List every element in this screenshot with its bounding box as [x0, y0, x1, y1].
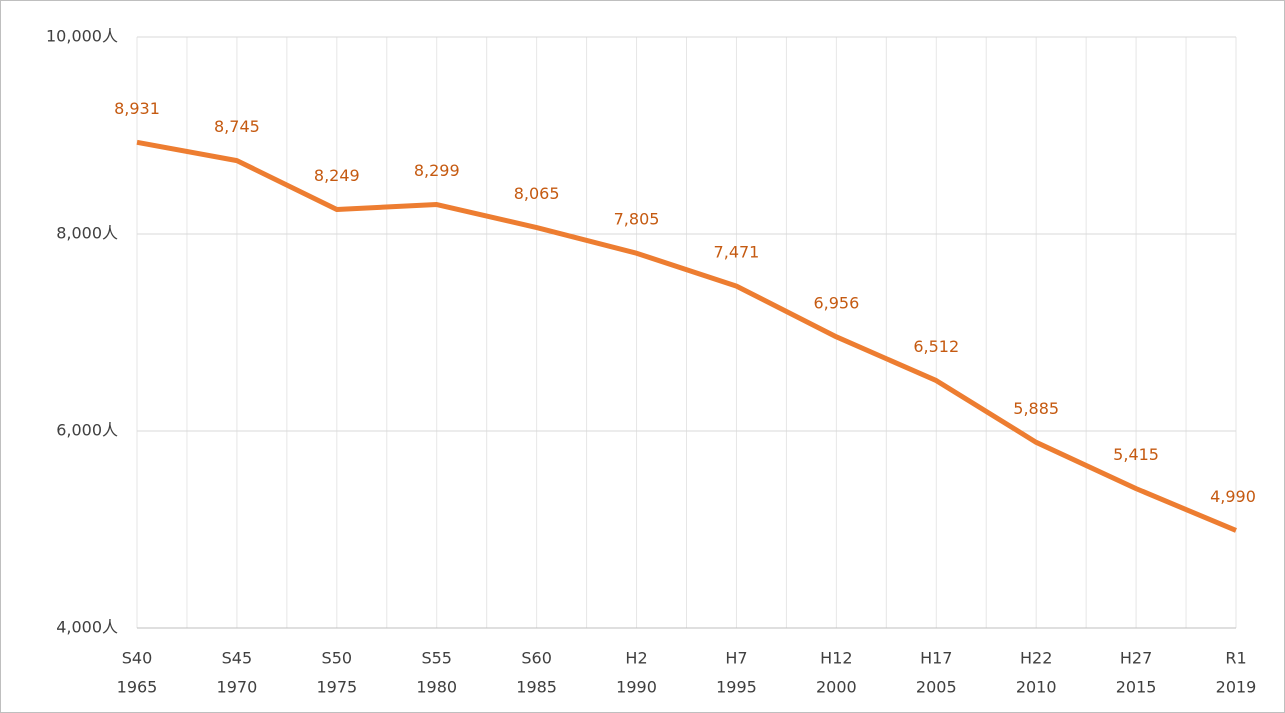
data-label: 6,512 [913, 337, 959, 356]
x-tick-label: R1 [1225, 649, 1246, 668]
x-tick-label: 2015 [1116, 678, 1157, 697]
x-tick-label: S40 [122, 649, 153, 668]
x-tick-label: 1970 [217, 678, 258, 697]
x-tick-label: 1975 [316, 678, 357, 697]
data-label: 8,249 [314, 166, 360, 185]
x-tick-label: H7 [725, 649, 747, 668]
x-tick-label: 2010 [1016, 678, 1057, 697]
y-tick-label: 4,000人 [56, 618, 118, 637]
x-tick-label: 1995 [716, 678, 757, 697]
x-tick-label: S60 [521, 649, 552, 668]
x-tick-label: 1965 [117, 678, 158, 697]
y-tick-label: 6,000人 [56, 421, 118, 440]
data-label: 7,805 [614, 210, 660, 229]
x-tick-label: 1990 [616, 678, 657, 697]
x-tick-label: 1980 [416, 678, 457, 697]
x-tick-label: 2000 [816, 678, 857, 697]
data-label: 4,990 [1210, 487, 1256, 506]
data-label: 8,299 [414, 161, 460, 180]
line [136, 139, 1237, 533]
x-tick-label: H27 [1120, 649, 1152, 668]
data-label: 8,745 [214, 117, 260, 136]
data-label: 8,065 [514, 184, 560, 203]
x-tick-label: H12 [820, 649, 852, 668]
data-label: 8,931 [114, 99, 160, 118]
x-tick-label: S50 [322, 649, 353, 668]
x-tick-label: S55 [421, 649, 452, 668]
x-tick-label: H17 [920, 649, 952, 668]
x-tick-label: H2 [625, 649, 647, 668]
y-tick-label: 10,000人 [46, 27, 118, 46]
x-tick-label: H22 [1020, 649, 1052, 668]
data-label: 6,956 [813, 293, 859, 312]
y-tick-label: 8,000人 [56, 224, 118, 243]
data-label: 5,415 [1113, 445, 1159, 464]
x-tick-label: 2019 [1216, 678, 1257, 697]
x-tick-label: 1985 [516, 678, 557, 697]
data-label: 7,471 [714, 243, 760, 262]
x-tick-label: 2005 [916, 678, 957, 697]
x-tick-label: S45 [222, 649, 253, 668]
data-label: 5,885 [1013, 399, 1059, 418]
